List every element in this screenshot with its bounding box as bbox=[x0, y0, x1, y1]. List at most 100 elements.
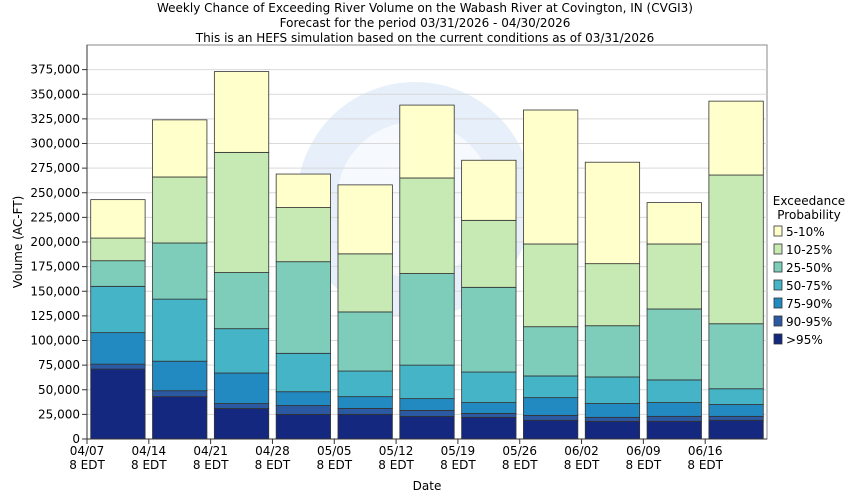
bar-segment-1-2 bbox=[152, 360, 208, 392]
y-tick-label-2: 50,000 bbox=[38, 383, 80, 397]
bar-segment-1-0 bbox=[152, 396, 208, 440]
x-tick-label-0: 04/07 bbox=[70, 444, 105, 458]
bar-segment-4-3 bbox=[337, 370, 393, 398]
legend-title-line-1: Probability bbox=[777, 208, 840, 222]
axes-group: 0 25,000 50,000 75,000 100,000 125,000 150,000… bbox=[11, 45, 767, 493]
x-tick-sublabel-7: 8 EDT bbox=[502, 458, 538, 472]
y-tick-label-4: 100,000 bbox=[30, 334, 80, 348]
bar-segment-3-3 bbox=[275, 352, 331, 393]
x-tick-sublabel-2: 8 EDT bbox=[193, 458, 229, 472]
x-tick-label-2: 04/21 bbox=[193, 444, 228, 458]
bar-segment-10-1 bbox=[708, 415, 764, 421]
x-tick-sublabel-0: 8 EDT bbox=[69, 458, 105, 472]
x-tick-sublabel-4: 8 EDT bbox=[316, 458, 352, 472]
y-tick-label-13: 325,000 bbox=[30, 112, 80, 126]
legend-label-2: 25-50% bbox=[786, 261, 832, 275]
bar-segment-10-0 bbox=[708, 419, 764, 440]
legend-swatch-2 bbox=[773, 261, 783, 273]
chart-title-line-0: Weekly Chance of Exceeding River Volume … bbox=[157, 1, 693, 15]
bar-segment-2-1 bbox=[213, 403, 270, 409]
x-tick-sublabel-5: 8 EDT bbox=[378, 458, 414, 472]
x-tick-label-4: 05/05 bbox=[317, 444, 352, 458]
bar-segment-10-3 bbox=[708, 388, 764, 405]
bar-segment-9-1 bbox=[646, 415, 702, 422]
y-tick-label-7: 175,000 bbox=[30, 260, 80, 274]
bar-segment-1-4 bbox=[152, 242, 208, 300]
bar-segment-0-5 bbox=[90, 237, 146, 262]
bar-segment-0-2 bbox=[90, 332, 146, 365]
bar-segment-8-4 bbox=[584, 325, 641, 378]
y-tick-label-3: 75,000 bbox=[38, 358, 80, 372]
y-tick-label-0: 0 bbox=[72, 432, 80, 446]
bar-segment-5-6 bbox=[399, 104, 455, 179]
bar-segment-10-6 bbox=[708, 100, 764, 176]
y-tick-label-6: 150,000 bbox=[30, 284, 80, 298]
bar-segment-4-2 bbox=[337, 396, 393, 409]
bar-segment-10-2 bbox=[708, 404, 764, 417]
bar-segment-1-5 bbox=[152, 176, 208, 244]
bar-segment-9-0 bbox=[646, 420, 702, 440]
bar-segment-7-4 bbox=[523, 326, 579, 377]
titles-group: Weekly Chance of Exceeding River Volume … bbox=[157, 1, 693, 45]
bar-segment-5-2 bbox=[399, 398, 455, 411]
x-tick-label-5: 05/12 bbox=[379, 444, 414, 458]
bar-segment-7-1 bbox=[523, 414, 579, 421]
x-tick-sublabel-9: 8 EDT bbox=[626, 458, 662, 472]
legend-swatch-4 bbox=[773, 297, 783, 309]
bar-segment-2-4 bbox=[213, 272, 270, 330]
bar-segment-8-6 bbox=[584, 161, 641, 265]
bar-segment-5-3 bbox=[399, 364, 455, 400]
bars-group bbox=[90, 71, 764, 440]
bar-segment-3-6 bbox=[275, 173, 331, 208]
x-tick-sublabel-8: 8 EDT bbox=[564, 458, 600, 472]
y-tick-label-5: 125,000 bbox=[30, 309, 80, 323]
bar-segment-7-3 bbox=[523, 375, 579, 399]
y-tick-label-1: 25,000 bbox=[38, 407, 80, 421]
bar-segment-5-0 bbox=[399, 415, 455, 440]
bar-segment-2-2 bbox=[213, 372, 270, 404]
legend-swatch-5 bbox=[773, 315, 783, 327]
bar-segment-0-3 bbox=[90, 285, 146, 334]
bar-segment-6-0 bbox=[461, 416, 517, 440]
y-tick-label-15: 375,000 bbox=[30, 63, 80, 77]
legend-swatch-1 bbox=[773, 243, 783, 255]
bar-segment-7-6 bbox=[523, 109, 579, 245]
bar-segment-6-5 bbox=[461, 219, 517, 288]
bar-segment-6-2 bbox=[461, 402, 517, 414]
bar-segment-8-0 bbox=[584, 420, 641, 440]
bar-segment-2-6 bbox=[213, 71, 270, 153]
x-tick-label-10: 06/16 bbox=[688, 444, 723, 458]
x-tick-sublabel-10: 8 EDT bbox=[687, 458, 723, 472]
bar-segment-0-0 bbox=[90, 368, 146, 440]
bar-segment-4-1 bbox=[337, 408, 393, 415]
bar-segment-3-5 bbox=[275, 207, 331, 263]
bar-segment-4-4 bbox=[337, 311, 393, 372]
bar-segment-4-6 bbox=[337, 184, 393, 255]
bar-segment-1-1 bbox=[152, 390, 208, 398]
bar-segment-3-1 bbox=[275, 405, 331, 415]
y-tick-label-11: 275,000 bbox=[30, 161, 80, 175]
bar-segment-3-0 bbox=[275, 413, 331, 440]
bar-segment-6-1 bbox=[461, 412, 517, 418]
y-tick-label-14: 350,000 bbox=[30, 87, 80, 101]
legend-label-5: 90-95% bbox=[786, 315, 832, 329]
y-tick-label-10: 250,000 bbox=[30, 186, 80, 200]
bar-segment-10-4 bbox=[708, 323, 764, 390]
bar-segment-8-2 bbox=[584, 403, 641, 418]
legend-label-6: >95% bbox=[786, 333, 823, 347]
chart-title-line-2: This is an HEFS simulation based on the … bbox=[195, 31, 655, 45]
x-tick-label-1: 04/14 bbox=[132, 444, 167, 458]
x-tick-label-3: 04/28 bbox=[255, 444, 290, 458]
x-tick-sublabel-6: 8 EDT bbox=[440, 458, 476, 472]
legend-swatch-6 bbox=[773, 333, 783, 345]
x-tick-sublabel-3: 8 EDT bbox=[255, 458, 291, 472]
bar-segment-9-4 bbox=[646, 308, 702, 381]
bar-segment-4-0 bbox=[337, 413, 393, 440]
x-tick-sublabel-1: 8 EDT bbox=[131, 458, 167, 472]
bar-segment-3-4 bbox=[275, 261, 331, 354]
bar-segment-7-5 bbox=[523, 243, 579, 328]
bar-segment-6-6 bbox=[461, 159, 517, 221]
y-tick-label-9: 225,000 bbox=[30, 210, 80, 224]
